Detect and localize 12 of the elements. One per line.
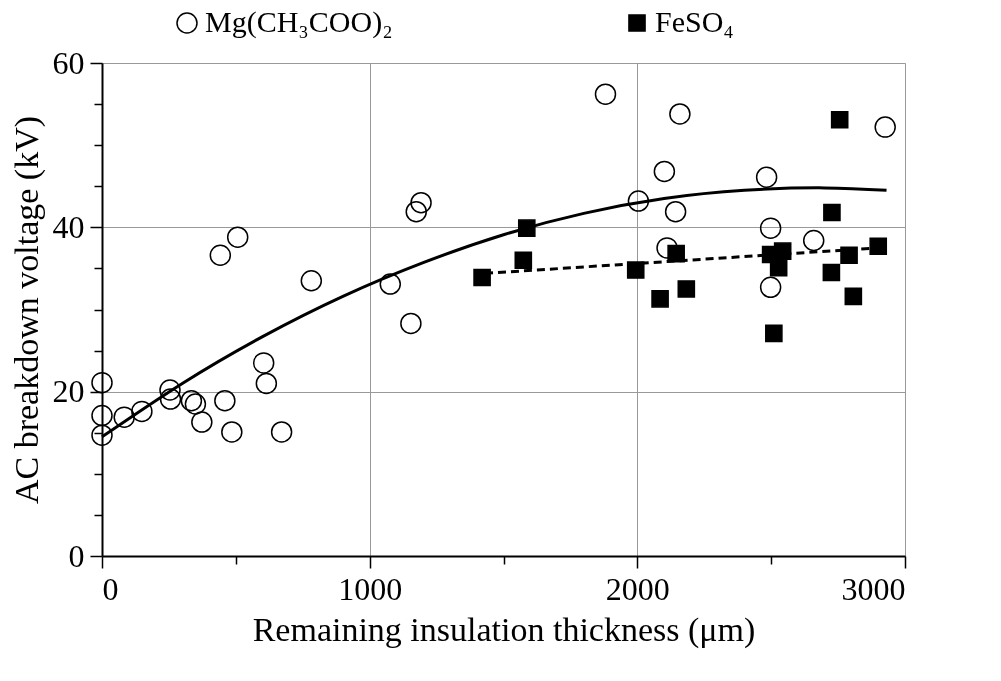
- x-tick-label: 0: [102, 570, 119, 607]
- x-tick-label: 3000: [841, 570, 906, 607]
- x-tick-label: 1000: [338, 570, 403, 607]
- y-tick-label: 60: [52, 44, 85, 81]
- legend-label: Mg(CH₃COO)₂: [205, 5, 393, 39]
- y-tick-label: 40: [52, 208, 85, 245]
- y-tick-label: 20: [52, 373, 85, 410]
- legend-label: FeSO₄: [655, 5, 734, 38]
- x-tick-label: 2000: [605, 570, 670, 607]
- y-axis-title: AC breakdown voltage (kV): [7, 115, 46, 505]
- x-axis-title: Remaining insulation thickness (μm): [252, 610, 756, 649]
- y-tick-label: 0: [68, 537, 85, 574]
